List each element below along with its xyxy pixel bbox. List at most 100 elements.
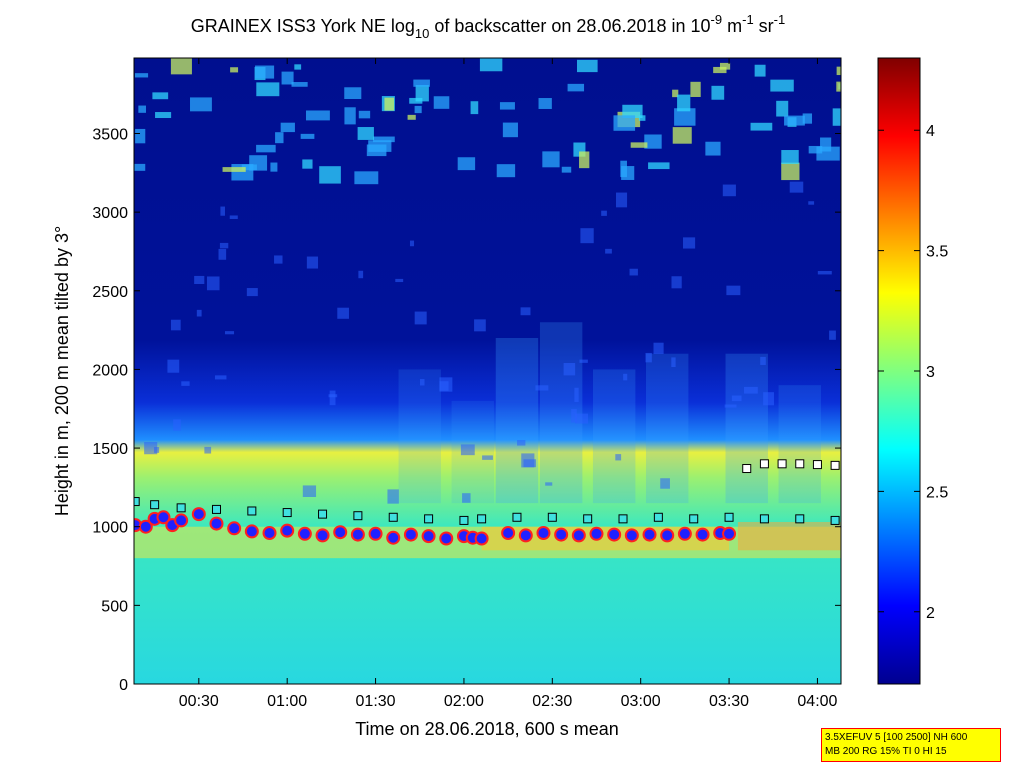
- boundary-layer-point: [280, 523, 295, 538]
- speckle: [629, 268, 638, 276]
- plume: [592, 369, 636, 504]
- speckle: [249, 155, 268, 171]
- speckle: [155, 112, 172, 119]
- x-tick-label: 03:30: [709, 693, 749, 710]
- aerosol-layer-point: [211, 504, 221, 514]
- boundary-layer-point: [642, 527, 657, 542]
- speckle: [462, 493, 471, 503]
- y-tick-label: 1500: [92, 441, 128, 458]
- speckle: [623, 373, 628, 381]
- speckle: [781, 162, 800, 181]
- speckle: [409, 97, 423, 104]
- speckle: [576, 59, 598, 73]
- speckle: [622, 104, 643, 119]
- boundary-layer-point: [174, 513, 189, 528]
- speckle: [413, 79, 430, 87]
- boundary-layer-point: [297, 526, 312, 541]
- speckle: [134, 163, 146, 171]
- speckle: [754, 64, 766, 77]
- speckle: [620, 160, 627, 178]
- plot-frame: [133, 57, 842, 685]
- speckle: [214, 375, 227, 380]
- x-tick-label: 01:00: [267, 693, 307, 710]
- processing-info-box: 3.5XEFUV 5 [100 2500] NH 600 MB 200 RG 1…: [821, 728, 1001, 762]
- plume: [398, 369, 441, 504]
- speckle: [520, 307, 531, 316]
- speckle: [690, 81, 701, 97]
- speckle: [305, 110, 330, 121]
- speckle: [206, 276, 220, 291]
- speckle: [219, 242, 229, 249]
- speckle: [677, 94, 691, 112]
- boundary-layer-point: [624, 528, 639, 543]
- layer-markers: [134, 459, 840, 546]
- speckle: [726, 285, 741, 296]
- speckle: [615, 192, 628, 208]
- y-axis-label: Height in m, 200 m mean tilted by 3°: [52, 226, 72, 516]
- boundary-layer-point: [244, 524, 259, 539]
- speckle: [229, 215, 238, 219]
- aerosol-layer-point: [512, 512, 522, 522]
- speckle: [181, 381, 190, 386]
- colorbar-gradient: [877, 57, 921, 685]
- speckle: [829, 330, 836, 340]
- x-tick-label: 03:00: [621, 693, 661, 710]
- speckle: [579, 151, 590, 169]
- y-axis: 0 500 1000 1500 2000 2500 3000 3500: [92, 126, 841, 694]
- speckle: [138, 105, 146, 113]
- x-tick-label: 02:30: [532, 693, 572, 710]
- speckle: [274, 255, 283, 264]
- aerosol-layer-point: [134, 497, 140, 507]
- boundary-layer-point: [660, 528, 675, 543]
- speckle: [671, 357, 676, 368]
- speckle: [601, 210, 607, 216]
- speckle: [220, 206, 225, 216]
- x-tick-label: 01:30: [356, 693, 396, 710]
- colorbar-tick-label: 2.5: [926, 484, 948, 501]
- speckle: [302, 159, 313, 169]
- boundary-layer-point: [695, 527, 710, 542]
- boundary-layer-point: [262, 526, 277, 541]
- speckle: [613, 115, 636, 131]
- boundary-layer-point: [403, 527, 418, 542]
- boundary-layer-point: [571, 528, 586, 543]
- speckle: [545, 482, 553, 486]
- speckle: [409, 240, 415, 247]
- aerosol-layer-point: [282, 508, 292, 518]
- plume: [645, 353, 689, 504]
- aerosol-layer-point: [176, 503, 186, 513]
- speckle: [474, 319, 486, 332]
- speckle: [653, 342, 664, 355]
- upper-layer-point: [812, 460, 822, 470]
- aerosol-layer-point: [795, 514, 805, 524]
- speckle: [358, 270, 364, 279]
- speckle: [784, 115, 805, 126]
- speckle: [719, 62, 731, 70]
- boundary-layer-point: [554, 527, 569, 542]
- speckle: [300, 133, 315, 139]
- speckle: [705, 141, 721, 156]
- y-tick-label: 2500: [92, 284, 128, 301]
- speckle: [354, 171, 379, 185]
- boundary-layer-point: [368, 526, 383, 541]
- speckle: [731, 395, 742, 402]
- speckle: [820, 137, 832, 152]
- boundary-layer-point: [227, 521, 242, 536]
- speckle: [776, 100, 789, 117]
- aerosol-layer-point: [547, 512, 557, 522]
- y-tick-label: 0: [119, 677, 128, 694]
- speckle: [190, 97, 212, 112]
- chart-title: GRAINEX ISS3 York NE log10 of backscatte…: [191, 12, 785, 41]
- speckle: [337, 307, 349, 319]
- speckle: [344, 87, 362, 99]
- speckle: [170, 58, 192, 75]
- speckle: [256, 144, 276, 153]
- speckle: [222, 167, 246, 172]
- speckle: [414, 311, 427, 325]
- speckle: [579, 359, 588, 363]
- speckle: [645, 352, 652, 363]
- speckle: [270, 162, 278, 172]
- boundary-layer-point: [474, 531, 489, 546]
- speckle: [256, 82, 280, 97]
